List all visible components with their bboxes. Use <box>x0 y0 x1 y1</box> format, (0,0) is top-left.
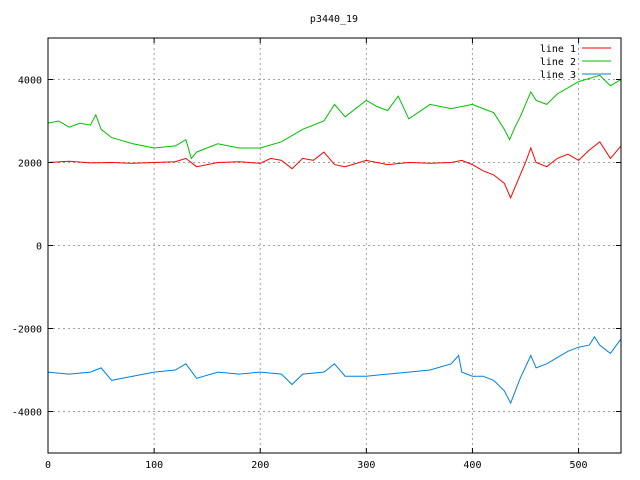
legend: line 1 line 2 line 3 <box>540 44 611 81</box>
y-tick-label: -4000 <box>12 408 42 419</box>
legend-label: line 3 <box>540 70 576 81</box>
legend-label: line 2 <box>540 57 576 68</box>
series-line-3 <box>47 335 622 405</box>
y-tick-label: 4000 <box>18 76 42 87</box>
y-tick-label: -2000 <box>12 325 42 336</box>
series-lines <box>47 74 622 405</box>
x-tick-label: 400 <box>463 460 481 471</box>
legend-label: line 1 <box>540 44 576 55</box>
series-line-2 <box>47 74 622 160</box>
axis-ticks: 0 100 200 300 400 500 -4000 -2000 0 2000 4000 <box>12 38 621 471</box>
series-line-1 <box>47 141 622 200</box>
chart-title: p3440_19 <box>310 14 358 25</box>
x-tick-label: 300 <box>357 460 375 471</box>
x-tick-label: 200 <box>251 460 269 471</box>
x-tick-label: 500 <box>570 460 588 471</box>
y-tick-label: 2000 <box>18 159 42 170</box>
grid <box>47 38 621 453</box>
x-tick-label: 100 <box>145 460 163 471</box>
y-tick-label: 0 <box>36 242 42 253</box>
x-tick-label: 0 <box>45 460 51 471</box>
